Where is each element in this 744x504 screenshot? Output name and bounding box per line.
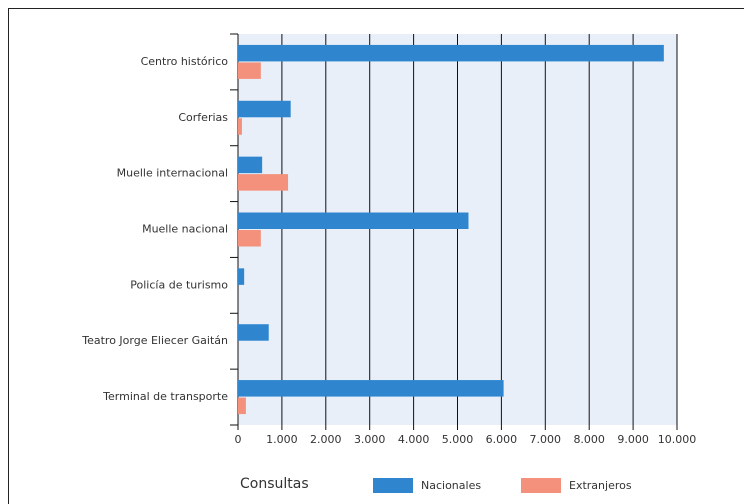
legend-label: Extranjeros bbox=[569, 479, 632, 492]
bar bbox=[238, 62, 261, 79]
bar bbox=[238, 44, 664, 62]
y-tick-label: Muelle nacional bbox=[142, 223, 228, 236]
bar bbox=[238, 380, 504, 397]
legend-title: Consultas bbox=[240, 476, 309, 492]
legend-swatch bbox=[521, 478, 561, 493]
x-tick-label: 3.000 bbox=[354, 433, 386, 446]
bar bbox=[238, 397, 246, 415]
bar bbox=[238, 174, 289, 191]
y-tick-label: Teatro Jorge Eliecer Gaitán bbox=[81, 334, 228, 347]
x-tick-label: 1.000 bbox=[266, 433, 298, 446]
x-tick-label: 10.000 bbox=[658, 433, 697, 446]
y-tick-label: Corferias bbox=[178, 111, 228, 124]
x-tick-label: 5.000 bbox=[442, 433, 474, 446]
legend-swatch bbox=[373, 478, 413, 493]
bar bbox=[238, 268, 245, 285]
y-tick-label: Centro histórico bbox=[141, 55, 229, 68]
x-tick-label: 4.000 bbox=[398, 433, 430, 446]
y-tick-label: Terminal de transporte bbox=[102, 390, 228, 403]
bar bbox=[238, 118, 242, 135]
bar bbox=[238, 230, 261, 247]
x-tick-label: 2.000 bbox=[310, 433, 342, 446]
legend-label: Nacionales bbox=[421, 479, 481, 492]
bar bbox=[238, 212, 469, 229]
x-tick-label: 6.000 bbox=[486, 433, 518, 446]
y-tick-label: Policía de turismo bbox=[130, 278, 228, 291]
x-tick-label: 8.000 bbox=[573, 433, 605, 446]
x-tick-label: 7.000 bbox=[530, 433, 562, 446]
frame bbox=[8, 8, 744, 504]
x-tick-label: 9.000 bbox=[617, 433, 649, 446]
bar bbox=[238, 100, 291, 118]
x-tick-label: 0 bbox=[235, 433, 242, 446]
y-tick-label: Muelle internacional bbox=[117, 167, 228, 180]
bar bbox=[238, 324, 269, 341]
bar bbox=[238, 156, 263, 174]
